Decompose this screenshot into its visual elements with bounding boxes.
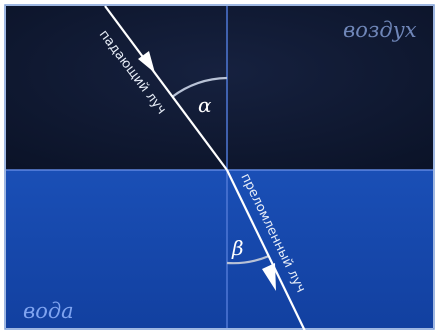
air-label: воздух: [343, 18, 417, 42]
refracted-ray: [226, 169, 306, 332]
air-region: [6, 6, 433, 170]
incident-ray-arrowhead: [138, 51, 155, 73]
frame: [4, 4, 435, 330]
water-region: [6, 170, 433, 328]
refraction-angle-arc: [226, 254, 270, 265]
water-label: вода: [23, 299, 74, 323]
incidence-angle-arc: [171, 76, 228, 98]
incidence-angle-symbol: α: [198, 93, 212, 117]
incident-ray: [104, 5, 228, 171]
refraction-angle-symbol: β: [231, 236, 244, 260]
refracted-ray-arrowhead: [262, 263, 276, 291]
